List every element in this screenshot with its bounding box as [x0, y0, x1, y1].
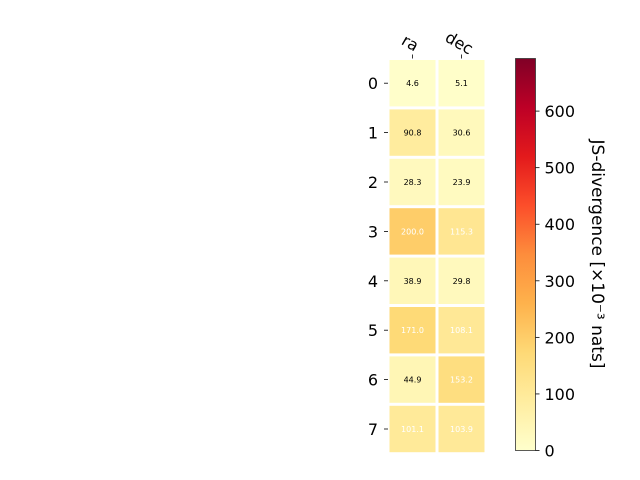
- cell-value-label: 4.6: [406, 79, 419, 88]
- cell-value-label: 5.1: [455, 79, 468, 88]
- colorbar-tick-label: 400: [545, 215, 576, 234]
- cell-value-label: 115.3: [450, 227, 473, 236]
- heatmap-cell: [389, 109, 436, 156]
- heatmap-cell: [438, 60, 485, 107]
- colorbar-gradient: [515, 58, 536, 451]
- row-label: 5: [368, 321, 378, 340]
- heatmap-cell: [389, 208, 436, 255]
- colorbar: 0 100 200 300 400 500 600 JS-divergence [×10⁻³…: [515, 58, 607, 461]
- row-label: 7: [368, 420, 378, 439]
- colorbar-tick-label: 0: [545, 442, 555, 461]
- row-label: 1: [368, 124, 378, 143]
- colorbar-tick-label: 600: [545, 102, 576, 121]
- cell-value-label: 30.6: [453, 129, 471, 138]
- cell-value-label: 44.9: [404, 376, 422, 385]
- colorbar-tick-label: 100: [545, 385, 576, 404]
- cell-value-label: 28.3: [404, 178, 422, 187]
- cell-value-label: 200.0: [401, 227, 424, 236]
- cell-value-label: 108.1: [450, 326, 473, 335]
- row-label: 0: [368, 74, 378, 93]
- cell-value-label: 23.9: [453, 178, 471, 187]
- cell-value-label: 38.9: [404, 277, 422, 286]
- heatmap-cell: [438, 257, 485, 304]
- cell-value-label: 153.2: [450, 376, 473, 385]
- heatmap-cell: [389, 60, 436, 107]
- column-label: dec: [442, 28, 476, 59]
- colorbar-label: JS-divergence [×10⁻³ nats]: [587, 139, 607, 369]
- column-label: ra: [398, 31, 422, 56]
- heatmap-cell: [438, 405, 485, 453]
- heatmap-cell: [438, 356, 485, 403]
- cell-value-label: 29.8: [453, 277, 471, 286]
- cell-value-label: 171.0: [401, 326, 424, 335]
- heatmap-cells: 4.6 5.1 90.8 30.6 28.3 23.9 200.0 115.3 38.9 29.8…: [389, 60, 485, 453]
- row-label: 4: [368, 272, 378, 291]
- colorbar-tick-label: 200: [545, 328, 576, 347]
- row-label: 6: [368, 371, 378, 390]
- cell-value-label: 90.8: [404, 129, 422, 138]
- heatmap-cell: [438, 208, 485, 255]
- column-labels: ra dec: [398, 28, 476, 59]
- heatmap-cell: [438, 158, 485, 206]
- row-labels: 0 1 2 3 4 5 6 7: [368, 74, 388, 439]
- row-label: 2: [368, 173, 378, 192]
- cell-value-label: 101.1: [401, 425, 424, 434]
- colorbar-tick-label: 500: [545, 159, 576, 178]
- heatmap-cell: [389, 356, 436, 403]
- heatmap-cell: [438, 109, 485, 156]
- heatmap-cell: [389, 405, 436, 453]
- colorbar-ticks: 0 100 200 300 400 500 600: [535, 102, 576, 461]
- cell-value-label: 103.9: [450, 425, 473, 434]
- row-label: 3: [368, 222, 378, 241]
- heatmap-cell: [438, 307, 485, 354]
- heatmap-cell: [389, 158, 436, 206]
- heatmap-cell: [389, 257, 436, 304]
- colorbar-tick-label: 300: [545, 272, 576, 291]
- heatmap-cell: [389, 307, 436, 354]
